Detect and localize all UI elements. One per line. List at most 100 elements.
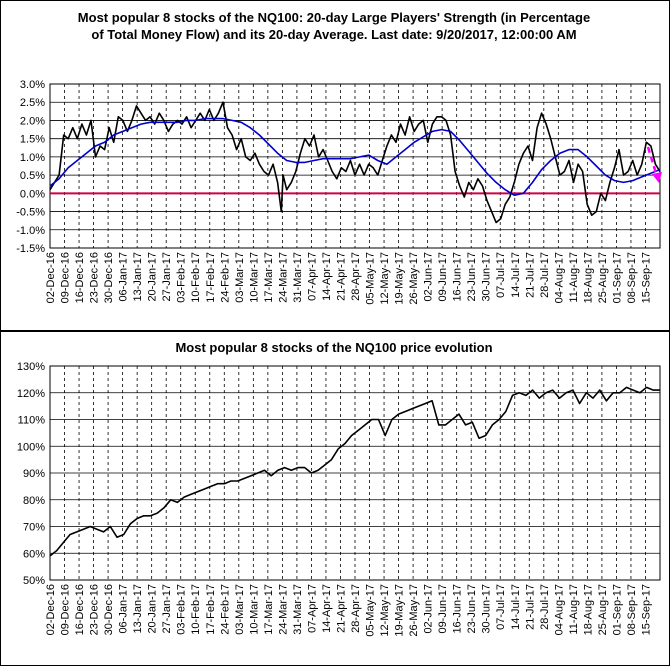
x-tick-label: 23-Dec-16	[89, 584, 101, 635]
x-tick-label: 27-Jan-17	[161, 584, 173, 634]
y-tick-label: 50%	[23, 575, 45, 587]
trend-arrow-head	[652, 172, 662, 183]
x-tick-label: 24-Mar-17	[277, 252, 289, 303]
x-tick-label: 12-May-17	[379, 252, 391, 305]
chart1-title-line1: Most popular 8 stocks of the NQ100: 20-d…	[78, 10, 590, 25]
y-tick-label: 70%	[23, 522, 45, 534]
x-tick-label: 17-Mar-17	[263, 584, 275, 635]
y-tick-label: 2.0%	[20, 115, 45, 127]
x-tick-label: 30-Jun-17	[481, 584, 493, 634]
x-tick-label: 03-Mar-17	[234, 584, 246, 635]
x-tick-label: 08-Sep-17	[626, 252, 638, 303]
x-tick-label: 30-Jun-17	[481, 252, 493, 302]
y-tick-label: 1.0%	[20, 152, 45, 164]
x-tick-label: 18-Aug-17	[582, 584, 594, 635]
x-tick-label: 14-Jul-17	[510, 584, 522, 630]
x-tick-label: 20-Jan-17	[147, 252, 159, 302]
x-tick-label: 14-Apr-17	[321, 252, 333, 301]
x-tick-label: 06-Jan-17	[118, 584, 130, 634]
x-tick-label: 23-Dec-16	[89, 252, 101, 303]
x-tick-label: 18-Aug-17	[582, 252, 594, 303]
x-tick-label: 03-Mar-17	[234, 252, 246, 303]
x-tick-label: 01-Sep-17	[611, 252, 623, 303]
x-tick-label: 13-Jan-17	[132, 252, 144, 302]
y-tick-label: 100%	[17, 441, 45, 453]
x-tick-label: 23-Jun-17	[466, 584, 478, 634]
x-tick-label: 10-Feb-17	[190, 584, 202, 635]
x-tick-label: 02-Dec-16	[45, 252, 57, 303]
x-tick-label: 01-Sep-17	[611, 584, 623, 635]
chart1-title-line2: of Total Money Flow) and its 20-day Aver…	[91, 27, 576, 42]
x-tick-label: 02-Dec-16	[45, 584, 57, 635]
plot-border	[49, 365, 661, 581]
x-tick-label: 31-Mar-17	[292, 584, 304, 635]
series-line-0	[49, 101, 661, 224]
y-tick-label: 1.5%	[20, 134, 45, 146]
x-tick-label: 24-Feb-17	[219, 252, 231, 303]
x-tick-label: 25-Aug-17	[597, 252, 609, 303]
x-tick-label: 02-Jun-17	[423, 584, 435, 634]
x-tick-label: 09-Dec-16	[60, 252, 72, 303]
x-tick-label: 30-Dec-16	[103, 252, 115, 303]
chart2-plot: 130% 120% 110% 100% 90% 80% 70% 60% 50%02-Dec-16…	[17, 361, 661, 637]
y-tick-label: 90%	[23, 468, 45, 480]
x-tick-label: 24-Feb-17	[219, 584, 231, 635]
y-tick-label: 120%	[17, 388, 45, 400]
x-tick-label: 13-Jan-17	[132, 584, 144, 634]
chart2-title: Most popular 8 stocks of the NQ100 price…	[175, 340, 492, 355]
x-tick-label: 28-Apr-17	[350, 252, 362, 301]
y-tick-label: 0.0%	[20, 188, 45, 200]
x-tick-label: 16-Dec-16	[74, 584, 86, 635]
x-tick-label: 20-Jan-17	[147, 584, 159, 634]
x-tick-label: 15-Sep-17	[640, 584, 652, 635]
x-tick-label: 31-Mar-17	[292, 252, 304, 303]
x-tick-label: 19-May-17	[394, 584, 406, 637]
plot-border	[49, 83, 661, 249]
x-tick-label: 21-Apr-17	[335, 584, 347, 633]
y-tick-label: 3.0%	[20, 79, 45, 91]
x-tick-label: 21-Apr-17	[335, 252, 347, 301]
x-tick-label: 03-Feb-17	[176, 252, 188, 303]
x-tick-label: 11-Aug-17	[568, 584, 580, 635]
x-tick-label: 14-Apr-17	[321, 584, 333, 633]
x-tick-label: 09-Jun-17	[437, 584, 449, 634]
x-tick-label: 12-May-17	[379, 584, 391, 637]
x-tick-label: 10-Mar-17	[248, 584, 260, 635]
x-tick-label: 08-Sep-17	[626, 584, 638, 635]
x-tick-label: 25-Aug-17	[597, 584, 609, 635]
chart1-plot: 3.0% 2.5% 2.0% 1.5% 1.0% 0.5% 0.0% -0.5% -1.0% -1…	[16, 79, 662, 305]
x-tick-label: 17-Feb-17	[205, 252, 217, 303]
y-tick-label: 110%	[18, 415, 46, 427]
x-tick-label: 09-Dec-16	[60, 584, 72, 635]
y-tick-label: -1.5%	[16, 243, 45, 255]
x-tick-label: 14-Jul-17	[510, 252, 522, 298]
x-tick-label: 30-Dec-16	[103, 584, 115, 635]
trend-arrow-shaft	[646, 146, 660, 181]
series-line-1	[49, 117, 661, 196]
x-tick-label: 16-Jun-17	[452, 584, 464, 634]
x-tick-label: 10-Feb-17	[190, 252, 202, 303]
x-tick-label: 09-Jun-17	[437, 252, 449, 302]
x-tick-label: 27-Jan-17	[161, 252, 173, 302]
x-tick-label: 07-Apr-17	[306, 584, 318, 633]
x-tick-label: 07-Apr-17	[306, 252, 318, 301]
x-tick-label: 15-Sep-17	[640, 252, 652, 303]
y-tick-label: -0.5%	[16, 207, 45, 219]
x-tick-label: 17-Mar-17	[263, 252, 275, 303]
x-tick-label: 21-Jul-17	[524, 584, 536, 630]
x-tick-label: 06-Jan-17	[118, 252, 130, 302]
x-tick-label: 03-Feb-17	[176, 584, 188, 635]
y-tick-label: -1.0%	[16, 225, 45, 237]
x-tick-label: 16-Dec-16	[74, 252, 86, 303]
x-tick-label: 11-Aug-17	[568, 252, 580, 303]
y-tick-label: 60%	[23, 548, 45, 560]
x-tick-label: 05-May-17	[365, 584, 377, 637]
x-tick-label: 04-Aug-17	[553, 252, 565, 303]
x-tick-label: 24-Mar-17	[277, 584, 289, 635]
x-tick-label: 26-May-17	[408, 584, 420, 637]
y-tick-label: 0.5%	[20, 170, 45, 182]
y-tick-label: 80%	[23, 495, 45, 507]
x-tick-label: 28-Jul-17	[539, 584, 551, 630]
